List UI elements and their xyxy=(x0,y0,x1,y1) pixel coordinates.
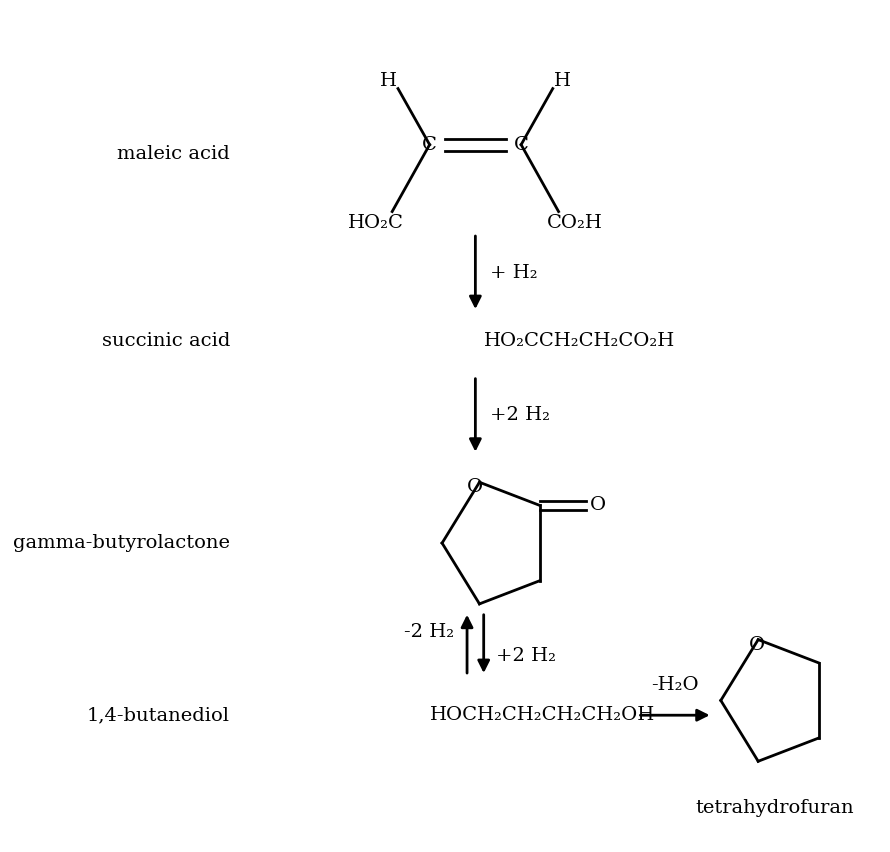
Text: 1,4-butanediol: 1,4-butanediol xyxy=(87,706,230,724)
Text: CO₂H: CO₂H xyxy=(547,215,603,233)
Text: +2 H₂: +2 H₂ xyxy=(490,406,550,424)
Text: + H₂: + H₂ xyxy=(490,263,538,281)
Text: HO₂C: HO₂C xyxy=(348,215,403,233)
Text: gamma-butyrolactone: gamma-butyrolactone xyxy=(13,534,230,552)
Text: HO₂CCH₂CH₂CO₂H: HO₂CCH₂CH₂CO₂H xyxy=(483,332,675,350)
Text: HOCH₂CH₂CH₂CH₂OH: HOCH₂CH₂CH₂CH₂OH xyxy=(430,706,655,724)
Text: succinic acid: succinic acid xyxy=(101,332,230,350)
Text: -H₂O: -H₂O xyxy=(651,676,699,694)
Text: +2 H₂: +2 H₂ xyxy=(496,647,556,665)
Text: H: H xyxy=(554,72,571,89)
Text: maleic acid: maleic acid xyxy=(117,146,230,164)
Text: C: C xyxy=(514,135,529,153)
Text: O: O xyxy=(467,478,483,496)
Text: tetrahydrofuran: tetrahydrofuran xyxy=(696,799,854,817)
Text: H: H xyxy=(379,72,397,89)
Text: O: O xyxy=(590,497,606,515)
Text: O: O xyxy=(748,636,765,653)
Text: C: C xyxy=(422,135,437,153)
Text: -2 H₂: -2 H₂ xyxy=(404,623,455,641)
